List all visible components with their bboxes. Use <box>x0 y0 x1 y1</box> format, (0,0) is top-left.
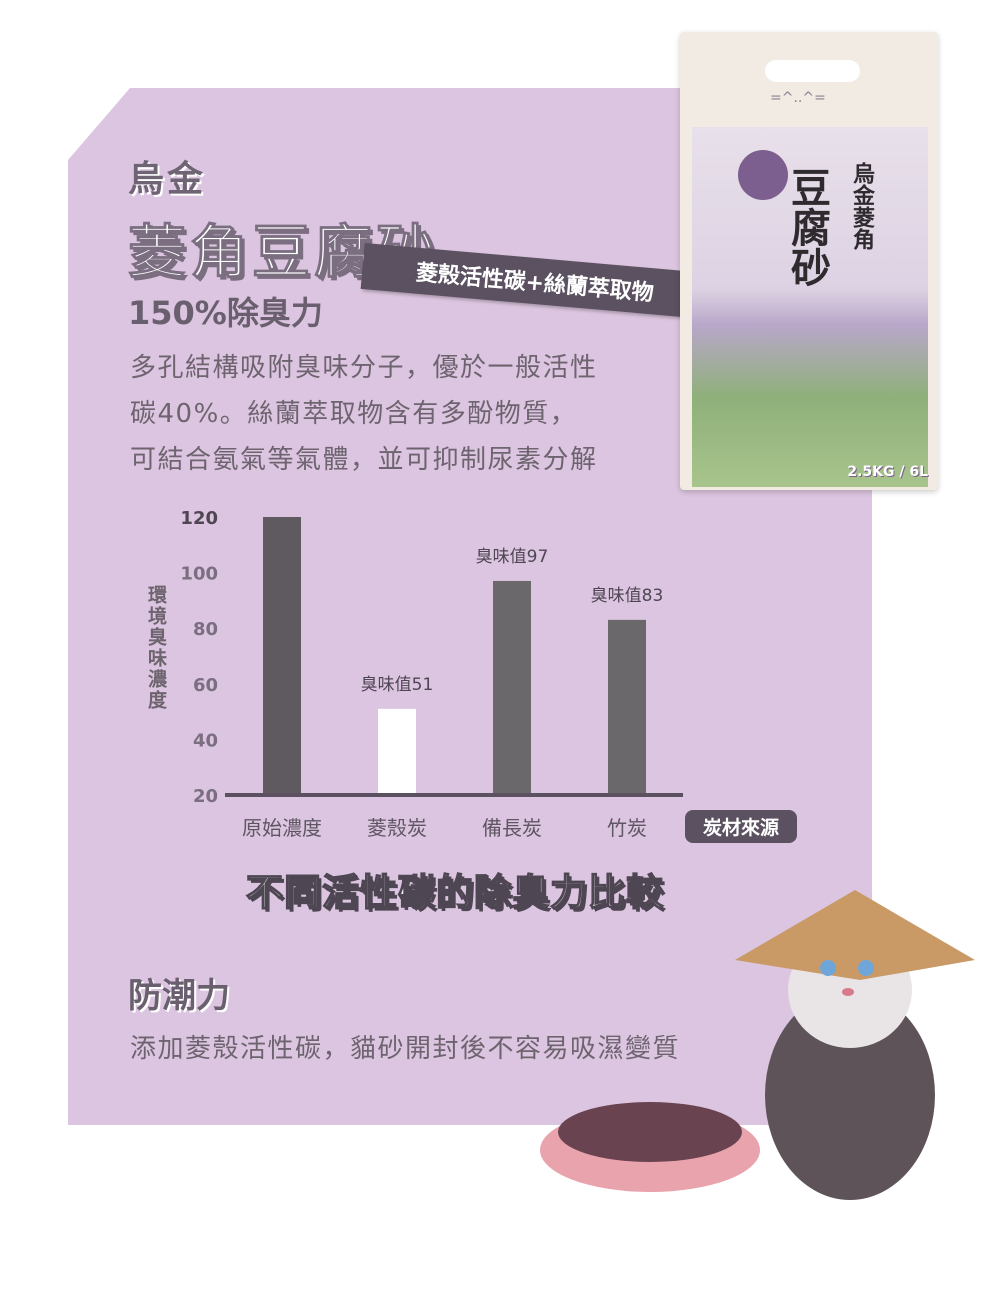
bar <box>263 517 301 795</box>
straw-hat <box>735 890 975 980</box>
cat-illustration <box>540 890 975 1200</box>
data-label: 臭味值51 <box>361 675 434 695</box>
x-tick-label: 菱殼炭 <box>367 816 427 840</box>
x-tick-label: 原始濃度 <box>242 816 322 840</box>
y-tick-label: 20 <box>193 786 218 807</box>
cat-logo-icon: =^..^= <box>770 90 826 106</box>
feature-heading: 150%除臭力 <box>128 294 323 332</box>
y-tick-label: 60 <box>193 675 218 696</box>
description-line: 碳40%。絲蘭萃取物含有多酚物質， <box>130 399 578 429</box>
section-body: 添加菱殼活性碳，貓砂開封後不容易吸濕變質 <box>130 1034 681 1064</box>
x-tick-label: 竹炭 <box>607 816 647 840</box>
package-illustration <box>692 127 928 487</box>
description-line: 多孔結構吸附臭味分子，優於一般活性 <box>130 353 598 383</box>
data-label: 臭味值83 <box>591 586 664 606</box>
package-title: 豆腐砂 <box>784 167 830 287</box>
data-label: 臭味值97 <box>476 547 549 567</box>
bag-handle <box>765 60 860 82</box>
description: 多孔結構吸附臭味分子，優於一般活性 碳40%。絲蘭萃取物含有多酚物質， 可結合氨… <box>130 345 650 483</box>
bar <box>378 708 416 795</box>
food <box>558 1102 742 1162</box>
description-line: 可結合氨氣等氣體，並可抑制尿素分解 <box>130 445 598 475</box>
y-tick-label: 100 <box>180 564 218 585</box>
package-weight: 2.5KG / 6L <box>847 464 928 480</box>
x-axis-label: 炭材來源 <box>685 810 797 843</box>
package-name: 烏金菱角 <box>849 162 874 250</box>
y-tick-label: 80 <box>193 619 218 640</box>
section-heading: 防潮力 <box>128 976 230 1016</box>
cat-body <box>765 990 935 1200</box>
product-package-image: =^..^= 豆腐砂 烏金菱角 2.5KG / 6L <box>680 32 938 490</box>
bar <box>608 619 646 795</box>
bar <box>493 580 531 795</box>
brand-name: 烏金 <box>128 159 207 200</box>
y-axis-label: 環境臭味濃度 <box>145 585 167 711</box>
x-tick-label: 備長炭 <box>482 816 542 840</box>
chart-title: 不同活性碳的除臭力比較 <box>245 870 664 915</box>
y-tick-label: 40 <box>193 730 218 751</box>
bar-chart: 20 40 60 80 100 120 原始濃度 菱殼炭 臭味值51 備長炭 臭味值97 竹炭 臭味值8… <box>180 508 683 840</box>
brand-badge-icon <box>738 150 788 200</box>
y-tick-label: 120 <box>180 508 218 529</box>
